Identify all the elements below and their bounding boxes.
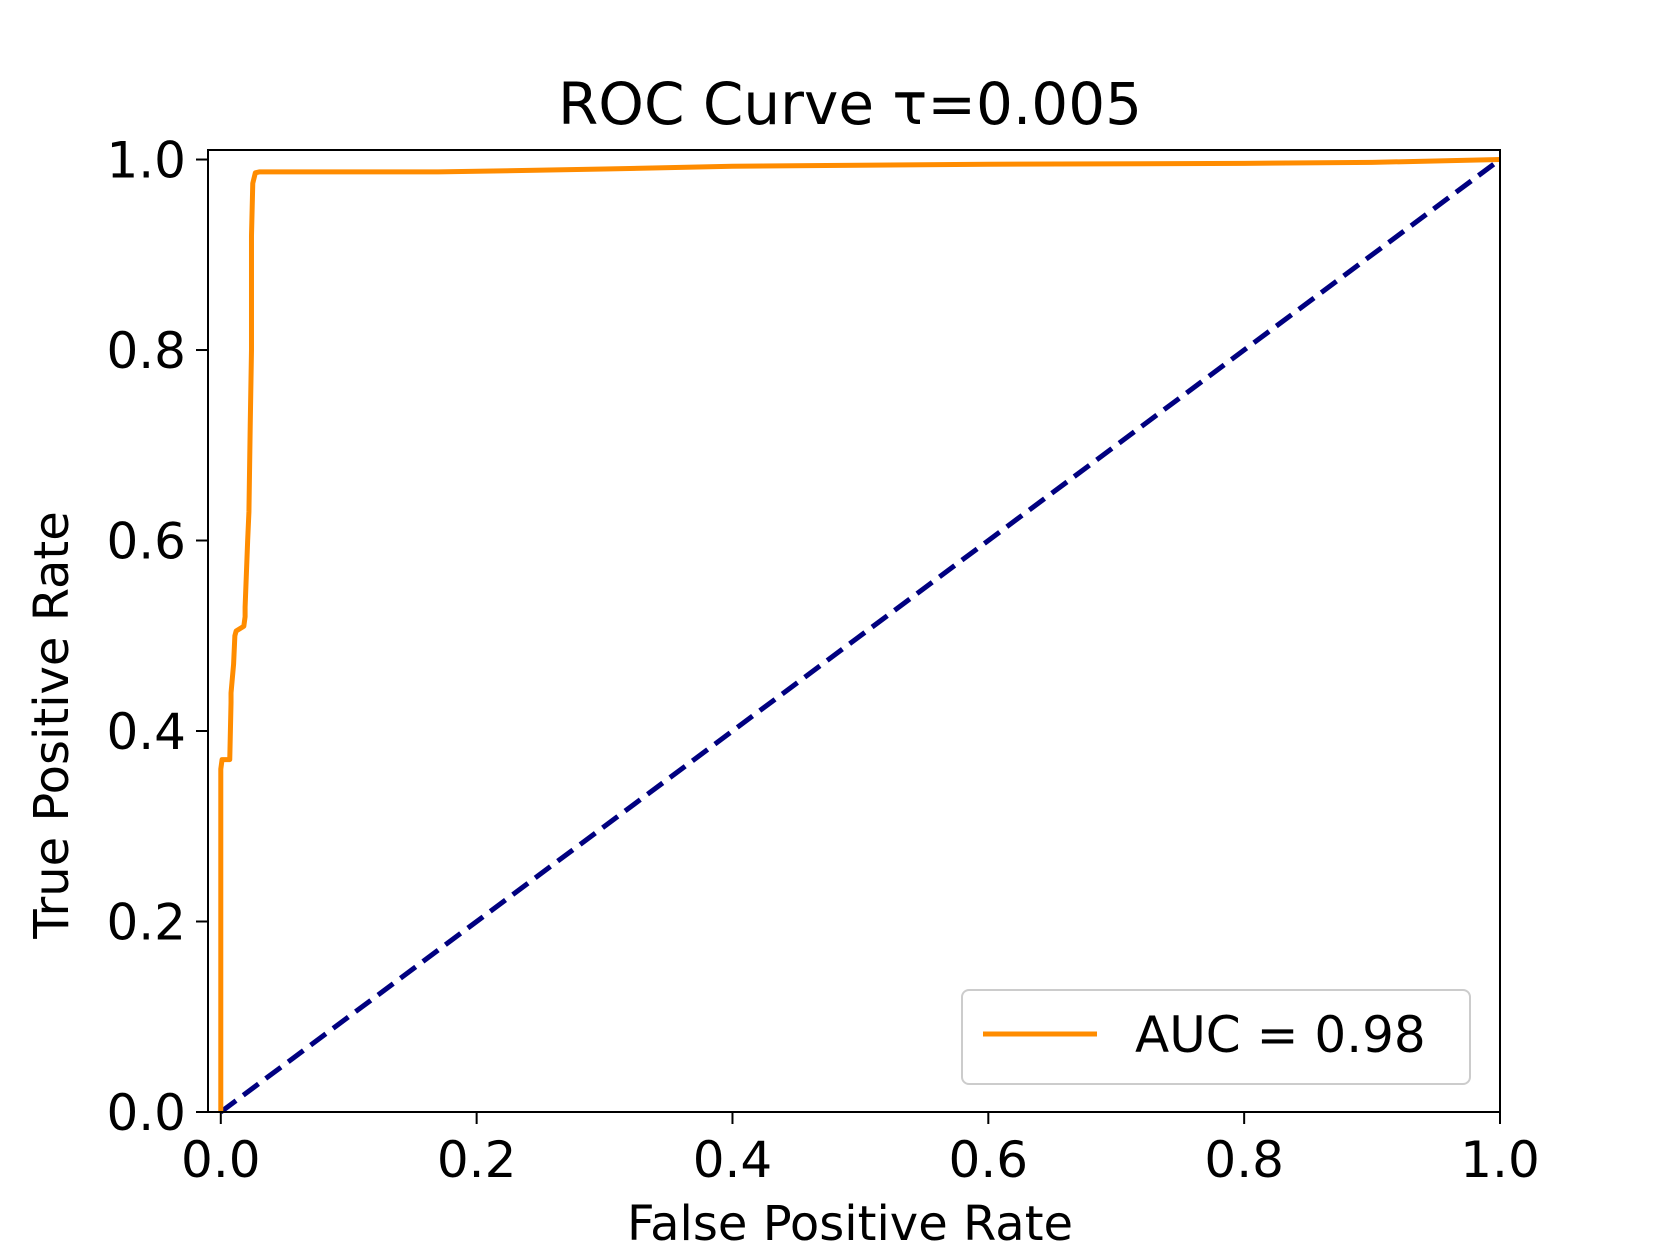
legend: AUC = 0.98 — [961, 989, 1471, 1085]
x-tick-label: 0.4 — [693, 1131, 773, 1189]
plot-frame — [207, 149, 1501, 1113]
y-tick-label: 1.0 — [106, 132, 186, 190]
y-tick-label: 0.4 — [106, 703, 186, 761]
x-axis-label: False Positive Rate — [627, 1196, 1073, 1245]
y-tick-label: 0.8 — [106, 322, 186, 380]
roc-curve-line — [218, 157, 1501, 1112]
x-tick-label: 0.2 — [437, 1131, 517, 1189]
y-axis-label: True Positive Rate — [24, 511, 80, 940]
chance-diagonal-line — [219, 157, 1502, 1115]
chart-title: ROC Curve τ=0.005 — [558, 70, 1142, 138]
series-layer — [218, 157, 1502, 1115]
x-axis-ticks: 0.0 0.2 0.4 0.6 0.8 1.0 — [181, 1112, 1540, 1189]
legend-label: AUC = 0.98 — [1135, 1006, 1426, 1064]
y-tick-label: 0.0 — [106, 1084, 186, 1142]
y-axis-ticks: 0.0 0.2 0.4 0.6 0.8 1.0 — [106, 132, 208, 1142]
x-tick-label: 0.8 — [1204, 1131, 1284, 1189]
y-tick-label: 0.6 — [106, 513, 186, 571]
x-tick-label: 0.6 — [949, 1131, 1029, 1189]
x-tick-label: 1.0 — [1460, 1131, 1540, 1189]
x-tick-label: 0.0 — [181, 1131, 261, 1189]
y-tick-label: 0.2 — [106, 894, 186, 952]
legend-box — [961, 989, 1471, 1085]
